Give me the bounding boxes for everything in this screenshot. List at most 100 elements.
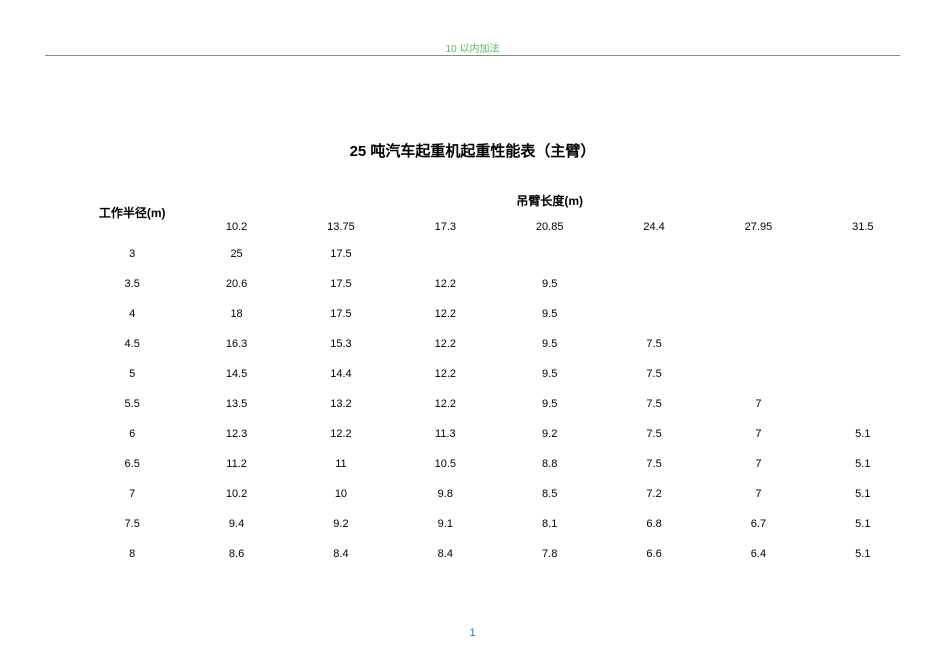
table-row: 6.511.21110.58.87.575.1 [80, 449, 915, 479]
data-cell: 7.2 [602, 479, 706, 509]
data-cell [602, 299, 706, 329]
table-row: 88.68.48.47.86.66.45.1 [80, 539, 915, 569]
data-cell: 9.5 [498, 269, 602, 299]
data-cell: 18 [184, 299, 288, 329]
data-cell [811, 269, 915, 299]
performance-table: 工作半径(m) 吊臂长度(m) 10.2 13.75 17.3 20.85 24… [80, 185, 915, 569]
data-cell: 15.3 [289, 329, 393, 359]
data-cell: 7.5 [602, 389, 706, 419]
table-row: 32517.5 [80, 239, 915, 269]
data-cell [498, 239, 602, 269]
row-label: 6.5 [80, 449, 184, 479]
data-cell: 8.4 [289, 539, 393, 569]
data-cell [706, 359, 810, 389]
data-cell: 5.1 [811, 509, 915, 539]
data-cell: 6.6 [602, 539, 706, 569]
data-cell: 9.2 [498, 419, 602, 449]
row-label: 7.5 [80, 509, 184, 539]
data-cell [811, 389, 915, 419]
data-cell: 7.8 [498, 539, 602, 569]
data-cell [811, 299, 915, 329]
data-cell: 10.5 [393, 449, 497, 479]
data-cell [706, 299, 810, 329]
data-cell: 9.5 [498, 359, 602, 389]
row-label: 3 [80, 239, 184, 269]
data-cell: 9.2 [289, 509, 393, 539]
column-group-label: 吊臂长度(m) [184, 185, 915, 215]
page-number: 1 [0, 627, 945, 639]
data-cell [602, 269, 706, 299]
row-label: 5.5 [80, 389, 184, 419]
data-cell [706, 239, 810, 269]
data-cell: 8.6 [184, 539, 288, 569]
data-cell: 5.1 [811, 539, 915, 569]
data-cell: 7 [706, 479, 810, 509]
data-cell: 7.5 [602, 329, 706, 359]
row-label: 8 [80, 539, 184, 569]
column-header: 27.95 [706, 215, 810, 239]
data-cell: 8.5 [498, 479, 602, 509]
table-row: 3.520.617.512.29.5 [80, 269, 915, 299]
data-cell: 8.8 [498, 449, 602, 479]
data-cell: 7.5 [602, 449, 706, 479]
data-cell: 12.2 [393, 299, 497, 329]
data-cell: 7 [706, 419, 810, 449]
data-cell: 13.5 [184, 389, 288, 419]
watermark-text: 10 以内加法 [0, 40, 945, 55]
data-cell: 14.4 [289, 359, 393, 389]
data-cell: 25 [184, 239, 288, 269]
data-cell: 20.6 [184, 269, 288, 299]
data-cell: 16.3 [184, 329, 288, 359]
data-cell [811, 239, 915, 269]
data-cell [706, 269, 810, 299]
data-cell: 12.2 [393, 359, 497, 389]
data-cell: 5.1 [811, 419, 915, 449]
data-cell: 11.3 [393, 419, 497, 449]
data-cell: 8.1 [498, 509, 602, 539]
row-label: 3.5 [80, 269, 184, 299]
data-cell: 7 [706, 449, 810, 479]
performance-table-container: 工作半径(m) 吊臂长度(m) 10.2 13.75 17.3 20.85 24… [80, 185, 915, 569]
table-row: 514.514.412.29.57.5 [80, 359, 915, 389]
data-cell: 7.5 [602, 419, 706, 449]
data-cell: 5.1 [811, 479, 915, 509]
table-row: 5.513.513.212.29.57.57 [80, 389, 915, 419]
data-cell: 7 [706, 389, 810, 419]
data-cell: 6.4 [706, 539, 810, 569]
data-cell: 14.5 [184, 359, 288, 389]
data-cell: 6.8 [602, 509, 706, 539]
data-cell: 10 [289, 479, 393, 509]
data-cell [811, 329, 915, 359]
data-cell: 12.2 [393, 269, 497, 299]
table-row: 612.312.211.39.27.575.1 [80, 419, 915, 449]
column-headers-row: 10.2 13.75 17.3 20.85 24.4 27.95 31.5 [80, 215, 915, 239]
row-label: 6 [80, 419, 184, 449]
data-cell [393, 239, 497, 269]
data-cell: 12.2 [393, 389, 497, 419]
data-cell [811, 359, 915, 389]
data-cell: 5.1 [811, 449, 915, 479]
table-body: 32517.53.520.617.512.29.541817.512.29.54… [80, 239, 915, 569]
data-cell: 11.2 [184, 449, 288, 479]
row-label: 4 [80, 299, 184, 329]
data-cell: 12.3 [184, 419, 288, 449]
data-cell: 11 [289, 449, 393, 479]
data-cell: 8.4 [393, 539, 497, 569]
data-cell: 17.5 [289, 269, 393, 299]
row-label: 5 [80, 359, 184, 389]
data-cell: 6.7 [706, 509, 810, 539]
top-divider [45, 55, 900, 56]
data-cell [706, 329, 810, 359]
row-label: 4.5 [80, 329, 184, 359]
data-cell: 9.1 [393, 509, 497, 539]
data-cell: 10.2 [184, 479, 288, 509]
row-label: 7 [80, 479, 184, 509]
column-header: 24.4 [602, 215, 706, 239]
page-title: 25 吨汽车起重机起重性能表（主臂） [0, 140, 945, 161]
data-cell [602, 239, 706, 269]
column-header: 13.75 [289, 215, 393, 239]
table-row: 41817.512.29.5 [80, 299, 915, 329]
column-header: 10.2 [184, 215, 288, 239]
column-header: 31.5 [811, 215, 915, 239]
table-row: 4.516.315.312.29.57.5 [80, 329, 915, 359]
